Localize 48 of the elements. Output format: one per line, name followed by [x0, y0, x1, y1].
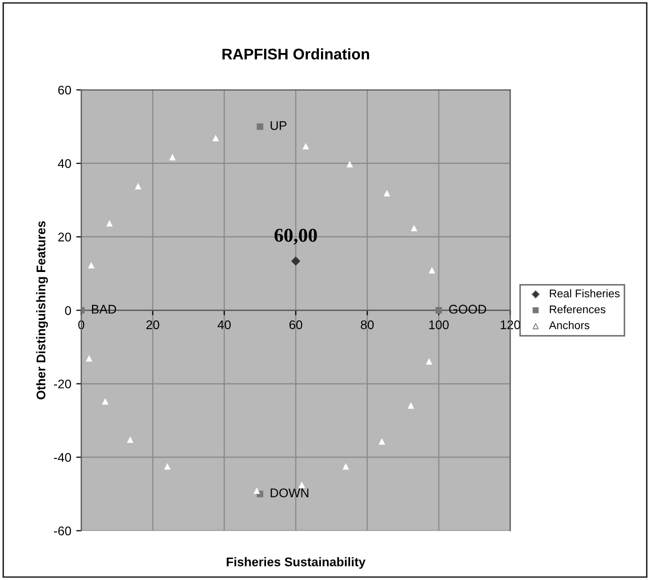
point [134, 182, 142, 190]
y-tick-label: -40 [54, 453, 72, 462]
point [298, 482, 306, 488]
x-tick-label: 80 [360, 320, 374, 330]
y-tick-label: 40 [58, 159, 72, 168]
x-tick-label: 40 [218, 320, 231, 330]
annotation: DOWN [270, 488, 308, 498]
point [256, 123, 264, 130]
legend-label: Anchors [549, 321, 590, 330]
legend-label: References [550, 305, 606, 314]
point [126, 436, 134, 443]
x-tick-label: 20 [146, 320, 160, 330]
annotation: 60,00 [274, 228, 317, 245]
y-tick-label: 60 [58, 86, 72, 95]
x-tick-label: 60 [289, 320, 302, 330]
point [408, 402, 414, 409]
point [254, 487, 260, 494]
point [86, 355, 92, 362]
y-axis-title: Other Distinguishing Features [36, 221, 48, 400]
annotation: BAD [92, 304, 116, 314]
y-tick-label: -20 [54, 380, 72, 388]
point [428, 267, 436, 274]
point [291, 256, 300, 266]
point [346, 160, 353, 168]
chart-title: RAPFISH Ordination [222, 48, 370, 60]
annotation: UP [270, 121, 286, 130]
point [410, 224, 418, 232]
point [169, 154, 176, 160]
y-tick-label: 0 [65, 306, 72, 315]
point [106, 220, 113, 226]
legend-label: Real Fisheries [550, 289, 620, 298]
point [378, 438, 386, 445]
point [426, 358, 432, 365]
point [88, 262, 95, 268]
point [102, 398, 108, 405]
annotation: GOOD [449, 304, 486, 314]
y-tick-label: -60 [54, 526, 72, 536]
y-tick-label: 20 [58, 232, 72, 242]
point [435, 307, 442, 314]
point [342, 463, 350, 470]
point [384, 190, 390, 196]
x-tick-label: 0 [78, 320, 84, 330]
point [212, 134, 219, 142]
point [302, 142, 310, 150]
point [164, 463, 171, 470]
x-axis-title: Fisheries Sustainability [226, 557, 366, 569]
x-tick-label: 100 [429, 320, 449, 330]
x-tick-label: 120 [500, 320, 520, 330]
